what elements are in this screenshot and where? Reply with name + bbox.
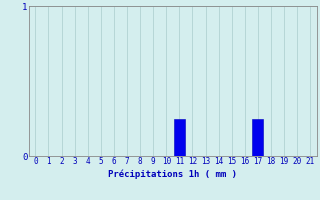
X-axis label: Précipitations 1h ( mm ): Précipitations 1h ( mm ) [108, 169, 237, 179]
Bar [174, 118, 185, 156]
Bar [252, 118, 263, 156]
